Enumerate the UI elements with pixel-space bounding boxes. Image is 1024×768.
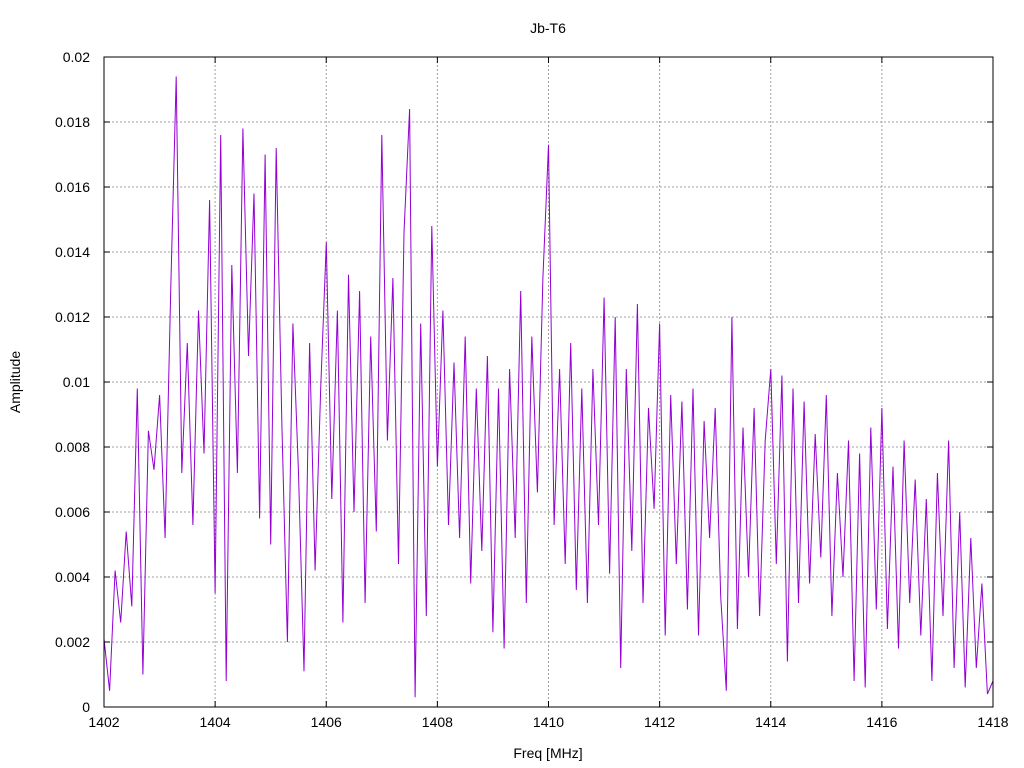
y-tick-label: 0.016 bbox=[55, 179, 90, 195]
series-line-0 bbox=[103, 76, 994, 698]
series-layer bbox=[103, 76, 994, 698]
x-tick-label: 1414 bbox=[755, 714, 786, 730]
chart-title: Jb-T6 bbox=[530, 20, 566, 36]
x-tick-label: 1404 bbox=[200, 714, 231, 730]
x-tick-label: 1410 bbox=[533, 714, 564, 730]
x-tick-label: 1406 bbox=[311, 714, 342, 730]
y-tick-label: 0 bbox=[82, 699, 90, 715]
y-tick-label: 0.014 bbox=[55, 244, 90, 260]
x-axis-title: Freq [MHz] bbox=[513, 745, 582, 761]
y-tick-label: 0.006 bbox=[55, 504, 90, 520]
y-tick-label: 0.02 bbox=[63, 49, 90, 65]
x-tick-label: 1412 bbox=[644, 714, 675, 730]
ticks bbox=[103, 56, 994, 708]
x-tick-label: 1416 bbox=[866, 714, 897, 730]
y-tick-label: 0.012 bbox=[55, 309, 90, 325]
y-tick-label: 0.002 bbox=[55, 634, 90, 650]
tick-labels: 1402 1404 1406 1408 1410 1412 1414 1416 1418 0 0.0… bbox=[55, 49, 1009, 730]
y-tick-label: 0.01 bbox=[63, 374, 90, 390]
x-tick-label: 1402 bbox=[88, 714, 119, 730]
y-tick-label: 0.004 bbox=[55, 569, 90, 585]
y-tick-label: 0.008 bbox=[55, 439, 90, 455]
y-axis-title: Amplitude bbox=[7, 351, 23, 413]
y-tick-label: 0.018 bbox=[55, 114, 90, 130]
x-tick-label: 1408 bbox=[422, 714, 453, 730]
x-tick-label: 1418 bbox=[977, 714, 1008, 730]
